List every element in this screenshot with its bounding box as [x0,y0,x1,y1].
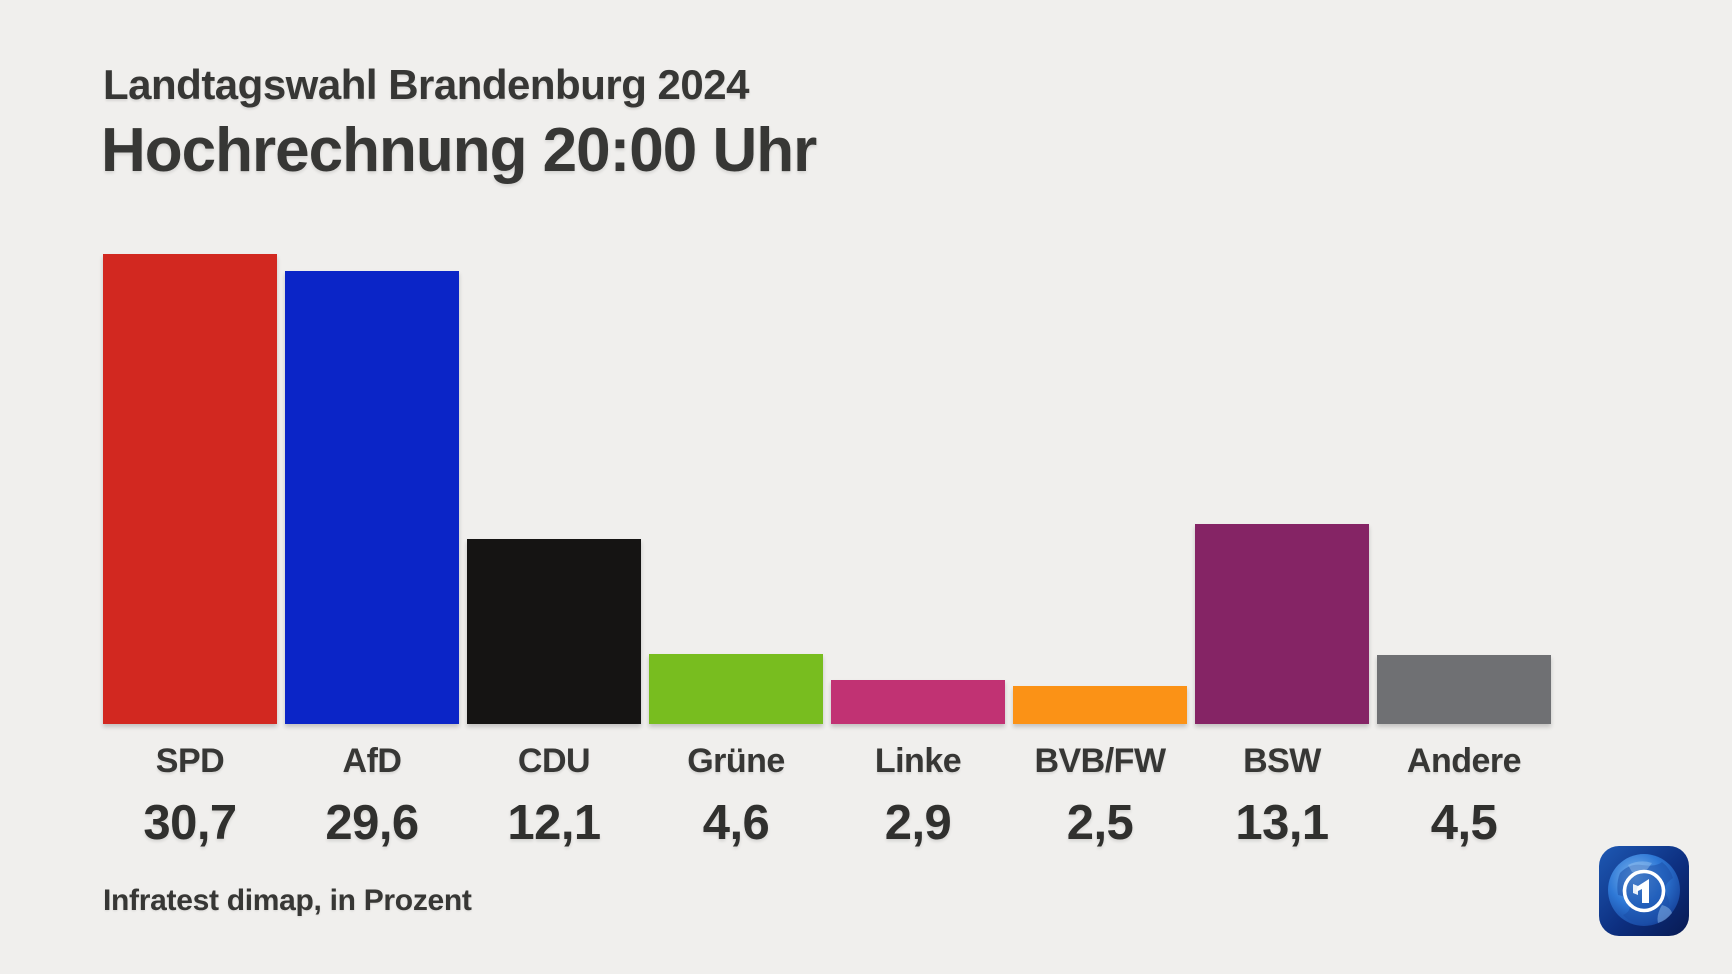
bar-track [1013,254,1187,724]
bar-group-andere: Andere 4,5 [1377,254,1551,851]
ard-globe-icon [1599,846,1689,936]
bar-bvbfw [1013,686,1187,724]
bar-track [285,254,459,724]
bar-category-label: BVB/FW [1034,742,1166,780]
bar-category-label: BSW [1243,742,1321,780]
bar-category-label: Andere [1406,742,1522,780]
bar-gruene [649,654,823,724]
bar-value-label: 12,1 [507,796,601,850]
bar-afd [285,271,459,724]
source-attribution: Infratest dimap, in Prozent [103,884,472,917]
bar-value-label: 2,5 [1066,796,1134,850]
bar-track [467,254,641,724]
bar-category-label: Grüne [687,742,785,780]
ard-logo [1598,845,1690,937]
bar-linke [831,680,1005,724]
bar-track [1195,254,1369,724]
bar-group-afd: AfD 29,6 [285,254,459,851]
bar-group-bvbfw: BVB/FW 2,5 [1013,254,1187,851]
bar-category-label: CDU [517,742,591,780]
bar-category-label: Linke [874,742,962,780]
bar-chart: SPD 30,7 AfD 29,6 CDU 12,1 Grüne 4,6 Lin… [103,254,1551,851]
bar-track [831,254,1005,724]
bar-spd [103,254,277,724]
page-title: Hochrechnung 20:00 Uhr [101,116,817,185]
bar-value-label: 13,1 [1235,796,1329,850]
bar-group-gruene: Grüne 4,6 [649,254,823,851]
chart-kicker: Landtagswahl Brandenburg 2024 [103,61,749,108]
bar-value-label: 29,6 [325,796,419,850]
bar-category-label: SPD [155,742,225,780]
bar-group-spd: SPD 30,7 [103,254,277,851]
bar-track [103,254,277,724]
bar-group-bsw: BSW 13,1 [1195,254,1369,851]
bar-cdu [467,539,641,724]
bar-value-label: 4,5 [1430,796,1498,850]
bar-value-label: 30,7 [143,796,237,850]
bar-track [649,254,823,724]
bar-group-linke: Linke 2,9 [831,254,1005,851]
bar-bsw [1195,524,1369,724]
bar-group-cdu: CDU 12,1 [467,254,641,851]
bar-andere [1377,655,1551,724]
bar-track [1377,254,1551,724]
ard-one-glyph [1636,879,1649,903]
bar-value-label: 2,9 [884,796,952,850]
bar-category-label: AfD [342,742,402,780]
bar-value-label: 4,6 [702,796,770,850]
